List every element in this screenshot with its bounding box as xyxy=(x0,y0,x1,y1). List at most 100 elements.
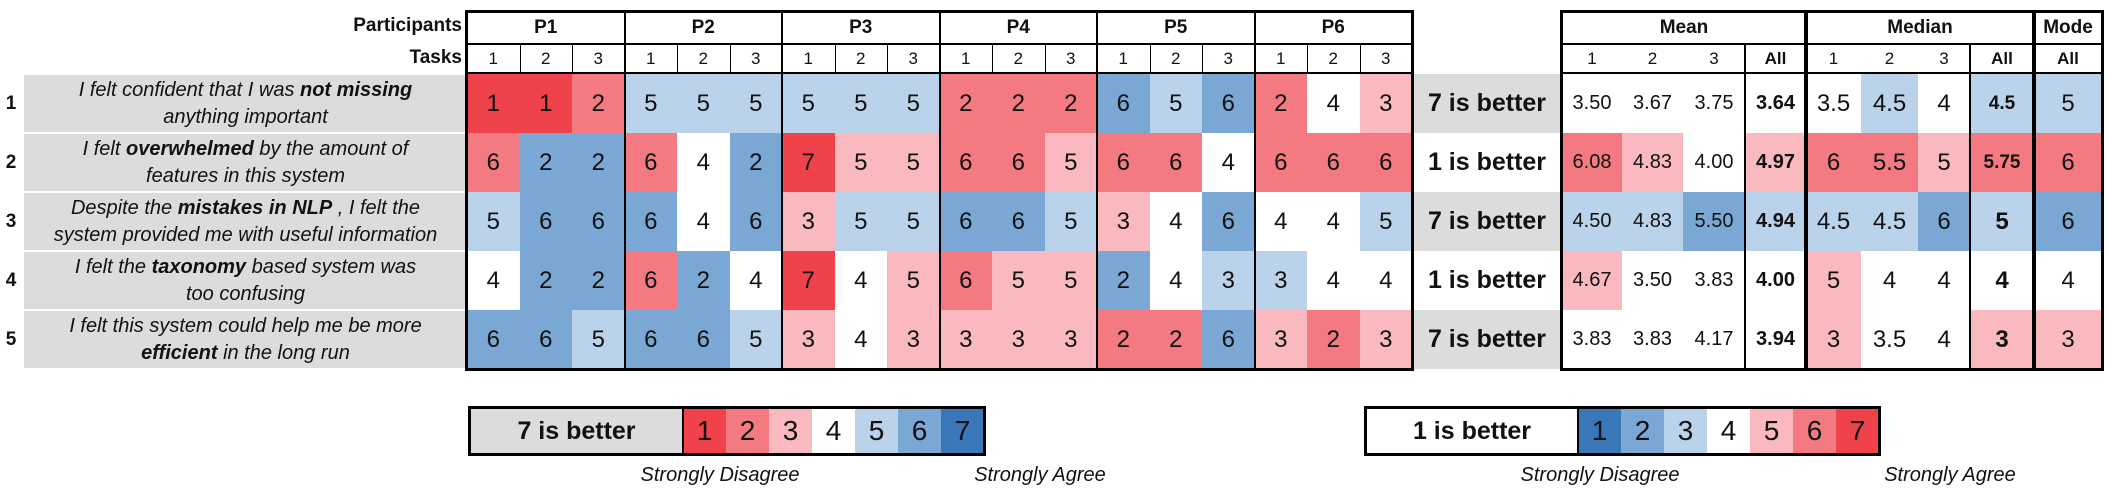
mean-cell: 4.83 xyxy=(1622,133,1683,192)
legend_left-label: 7 is better xyxy=(470,408,683,454)
summary-subheader-divider xyxy=(1562,72,2102,74)
question-number: 3 xyxy=(5,210,17,232)
participant-header: P5 xyxy=(1164,17,1188,38)
mode-cell: 4 xyxy=(2034,251,2102,310)
median-cell: 6 xyxy=(1918,192,1970,251)
mean-cell: 3.83 xyxy=(1683,251,1745,310)
rating-cell: 1 xyxy=(467,74,520,133)
rating-cell: 4 xyxy=(1202,133,1255,192)
mean-task-header: 3 xyxy=(1709,49,1719,68)
mean-cell: 4.94 xyxy=(1745,192,1806,251)
rating-cell: 7 xyxy=(782,133,835,192)
rating-cell: 3 xyxy=(782,310,835,369)
group-divider xyxy=(938,12,941,369)
rating-cell: 4 xyxy=(677,133,730,192)
question-number: 2 xyxy=(5,151,17,173)
rating-cell: 5 xyxy=(1149,74,1202,133)
rating-cell: 6 xyxy=(1307,133,1360,192)
direction-label: 1 is better xyxy=(1412,133,1562,192)
question-fragment: , I felt the xyxy=(337,196,421,219)
task-header: 1 xyxy=(1118,49,1128,68)
rating-cell: 5 xyxy=(887,251,940,310)
direction-label: 7 is better xyxy=(1412,310,1562,369)
median-cell: 3 xyxy=(1970,310,2034,369)
question-emphasis: taxonomy xyxy=(151,255,247,278)
legend_right-swatch: 7 xyxy=(1836,408,1879,454)
task-header: 1 xyxy=(646,49,656,68)
legend-left-caption-high: Strongly Agree xyxy=(974,464,1106,486)
rating-cell: 2 xyxy=(572,74,625,133)
mean-cell: 6.08 xyxy=(1562,133,1622,192)
rating-cell: 2 xyxy=(1307,310,1360,369)
mean-cell: 4.97 xyxy=(1745,133,1806,192)
rating-cell: 6 xyxy=(624,133,677,192)
rating-cell: 4 xyxy=(834,310,887,369)
rating-cell: 3 xyxy=(1202,251,1255,310)
task-divider xyxy=(729,44,731,74)
task-header: 2 xyxy=(1328,49,1338,68)
question-text: Despite the mistakes in NLP , I felt the… xyxy=(24,193,467,250)
legend_right-swatch: 4 xyxy=(1707,408,1750,454)
rating-cell: 2 xyxy=(729,133,782,192)
tasks-label: Tasks xyxy=(409,47,462,68)
mean-cell: 5.50 xyxy=(1683,192,1745,251)
question-number: 5 xyxy=(5,328,17,350)
rating-cell: 5 xyxy=(1044,251,1097,310)
task-divider xyxy=(677,44,678,74)
task-divider xyxy=(1044,44,1046,74)
rating-cell: 6 xyxy=(1202,310,1255,369)
median-cell: 5 xyxy=(1970,192,2034,251)
legend_right-label: 1 is better xyxy=(1366,408,1578,454)
rating-cell: 4 xyxy=(1307,251,1360,310)
rating-cell: 6 xyxy=(1097,74,1150,133)
mean-cell: 3.64 xyxy=(1745,74,1806,133)
median-cell: 5 xyxy=(1806,251,1861,310)
question-fragment: in the long run xyxy=(223,341,350,364)
question-text: I felt confident that I was not missing … xyxy=(24,75,467,132)
legend-right-caption-high: Strongly Agree xyxy=(1884,464,2016,486)
task-divider xyxy=(572,44,573,74)
question-fragment: I felt xyxy=(82,137,126,160)
question-number: 4 xyxy=(5,269,17,291)
rating-cell: 4 xyxy=(1359,251,1412,310)
rating-cell: 5 xyxy=(1044,192,1097,251)
rating-cell: 5 xyxy=(887,133,940,192)
question-line: I felt overwhelmed by the amount of xyxy=(83,136,409,163)
group-divider xyxy=(1096,12,1098,369)
question-text: I felt the taxonomy based system was too … xyxy=(24,252,467,309)
rating-cell: 2 xyxy=(677,251,730,310)
task-header: 1 xyxy=(803,49,813,68)
question-fragment: by the amount of xyxy=(259,137,409,160)
rating-cell: 6 xyxy=(939,192,992,251)
task-divider xyxy=(1359,44,1361,74)
rating-cell: 2 xyxy=(519,251,572,310)
question-fragment: anything important xyxy=(163,105,328,128)
legend_left-swatch: 7 xyxy=(941,408,984,454)
mean-cell: 4.83 xyxy=(1622,192,1683,251)
mode-cell: 3 xyxy=(2034,310,2102,369)
question-emphasis: not missing xyxy=(300,78,413,101)
rating-cell: 4 xyxy=(467,251,520,310)
rating-cell: 4 xyxy=(677,192,730,251)
group-divider xyxy=(781,12,783,369)
legend-left-caption-low: Strongly Disagree xyxy=(640,464,800,486)
task-header: 2 xyxy=(541,49,551,68)
median-task-header: 3 xyxy=(1939,49,1949,68)
rating-cell: 5 xyxy=(992,251,1045,310)
question-emphasis: efficient xyxy=(141,341,218,364)
median-task-header: 1 xyxy=(1828,49,1839,68)
rating-cell: 5 xyxy=(624,74,677,133)
question-line: features in this system xyxy=(146,163,345,190)
mean-cell: 3.50 xyxy=(1562,74,1622,133)
direction-label: 1 is better xyxy=(1412,251,1562,310)
rating-cell: 5 xyxy=(467,192,520,251)
question-line: Despite the mistakes in NLP , I felt the xyxy=(71,195,420,222)
rating-cell: 4 xyxy=(1149,192,1202,251)
median-task-header: 2 xyxy=(1884,49,1895,68)
rating-cell: 6 xyxy=(624,192,677,251)
question-emphasis: mistakes in NLP xyxy=(177,196,333,219)
mean-cell: 4.00 xyxy=(1683,133,1745,192)
mean-cell: 4.50 xyxy=(1562,192,1622,251)
rating-cell: 6 xyxy=(467,310,520,369)
rating-cell: 4 xyxy=(729,251,782,310)
